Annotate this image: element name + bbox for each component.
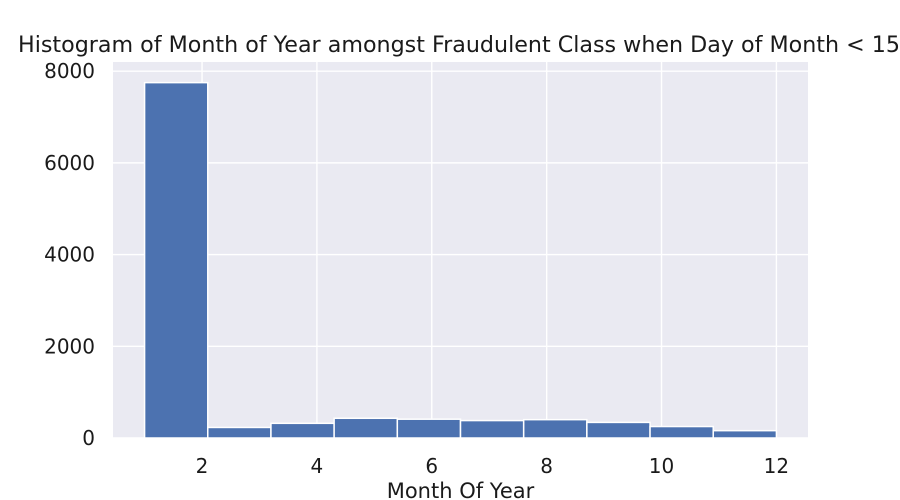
y-tick-label: 8000 bbox=[44, 59, 95, 83]
x-tick-label: 8 bbox=[540, 454, 553, 478]
chart-title: Histogram of Month of Year amongst Fraud… bbox=[18, 33, 900, 58]
y-tick-label: 2000 bbox=[44, 334, 95, 358]
y-tick-label: 6000 bbox=[44, 151, 95, 175]
x-tick-label: 10 bbox=[649, 454, 674, 478]
bars bbox=[143, 81, 778, 439]
x-axis-label: Month Of Year bbox=[387, 479, 535, 500]
histogram-bar-8 bbox=[586, 421, 651, 439]
histogram-bar-5 bbox=[396, 418, 462, 439]
histogram-bar-9 bbox=[649, 425, 714, 439]
y-tick-label: 4000 bbox=[44, 243, 95, 267]
y-tick-label: 0 bbox=[82, 426, 95, 450]
plot-area bbox=[113, 62, 808, 438]
x-tick-label: 6 bbox=[425, 454, 438, 478]
y-tick-labels: 0 2000 4000 6000 8000 bbox=[44, 59, 95, 450]
histogram-bar-2 bbox=[207, 426, 272, 439]
histogram-bar-3 bbox=[270, 422, 335, 439]
histogram-bar-6 bbox=[459, 419, 525, 439]
histogram-bar-4 bbox=[333, 417, 399, 439]
histogram-bar-1 bbox=[143, 81, 209, 439]
x-tick-labels: 2 4 6 8 10 12 bbox=[196, 454, 789, 478]
histogram-bar-7 bbox=[522, 418, 588, 439]
histogram-bar-10 bbox=[712, 429, 778, 439]
x-tick-label: 2 bbox=[196, 454, 209, 478]
x-tick-label: 4 bbox=[311, 454, 324, 478]
x-tick-label: 12 bbox=[764, 454, 789, 478]
